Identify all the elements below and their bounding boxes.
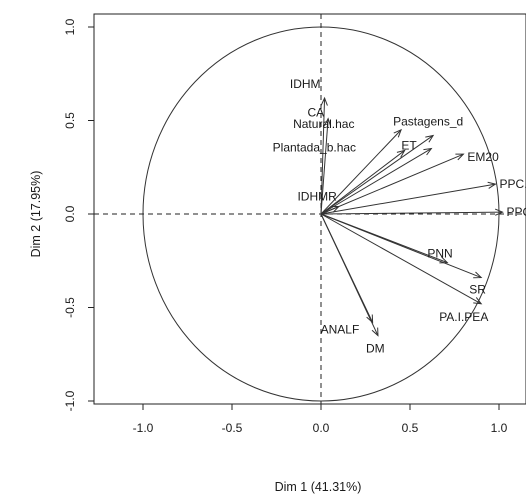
arrow-em20 [320, 153, 464, 215]
arrow-et [320, 148, 432, 215]
arrowhead-pa-i-pea [473, 297, 483, 305]
arrow-ppc-f [320, 183, 496, 215]
arrowhead-analf [366, 314, 374, 324]
y-tick-label: 1.0 [63, 18, 77, 35]
x-tick-label: 1.0 [491, 421, 508, 435]
variable-arrows [320, 96, 504, 337]
arrowhead-plantada-b-hac [396, 149, 406, 158]
arrow-sr [320, 213, 482, 279]
label-analf: ANALF [321, 322, 360, 336]
x-tick-label: 0.5 [402, 421, 419, 435]
x-tick-label: -0.5 [222, 421, 243, 435]
arrowhead-pnn [439, 256, 449, 264]
label-idhmr: IDHMR [297, 190, 337, 204]
arrow-pa-i-pea [320, 213, 482, 305]
label-plantada-b-hac: Plantada_b.hac [273, 140, 356, 154]
arrowhead-et [423, 147, 433, 156]
label-ppc-f: PPC.f [499, 177, 526, 191]
y-axis-title: Dim 2 (17.95%) [29, 171, 43, 258]
arrowhead-natural-hac [393, 128, 402, 138]
label-pnn: PNN [427, 247, 452, 261]
arrowhead-idhmr [330, 206, 340, 213]
plot-frame [93, 13, 526, 405]
arrow-ppc-m [320, 211, 503, 215]
y-tick-label: -1.0 [63, 390, 77, 411]
arrow-idhm [320, 98, 326, 215]
y-axis: -1.0 -0.5 0.0 0.5 1.0 [63, 18, 94, 411]
arrow-ca [320, 118, 329, 215]
label-pa-i-pea: PA.I.PEA [439, 310, 488, 324]
arrowhead-ppc-m [494, 208, 504, 216]
arrowhead-sr [473, 271, 483, 279]
arrow-idhmr [320, 206, 339, 215]
arrow-plantada-b-hac [320, 150, 405, 215]
x-axis: -1.0 -0.5 0.0 0.5 1.0 [133, 404, 508, 435]
label-dm: DM [366, 342, 385, 356]
x-axis-title: Dim 1 (41.31%) [275, 480, 362, 494]
label-em20: EM20 [467, 150, 499, 164]
arrowhead-pastagens-d [425, 134, 435, 143]
arrowhead-em20 [455, 153, 465, 161]
x-tick-label: -1.0 [133, 421, 154, 435]
label-natural-hac: Natural.hac [293, 117, 354, 131]
arrow-natural-hac [320, 129, 402, 215]
y-tick-label: 0.0 [63, 205, 77, 222]
y-tick-label: 0.5 [63, 112, 77, 129]
label-et: ET [401, 139, 417, 153]
arrow-pastagens-d [320, 135, 434, 215]
label-pastagens-d: Pastagens_d [393, 114, 463, 128]
arrowhead-ca [324, 117, 332, 127]
arrowhead-idhm [320, 96, 328, 106]
label-ppc-m: PPC.m [507, 205, 526, 219]
y-tick-label: -0.5 [63, 297, 77, 318]
label-ca: CA [307, 106, 324, 120]
x-tick-label: 0.0 [313, 421, 330, 435]
arrowhead-dm [371, 327, 379, 337]
label-sr: SR [469, 283, 486, 297]
label-idhm: IDHM [290, 77, 321, 91]
arrow-dm [320, 213, 379, 336]
arrowhead-ppc-f [487, 181, 497, 189]
